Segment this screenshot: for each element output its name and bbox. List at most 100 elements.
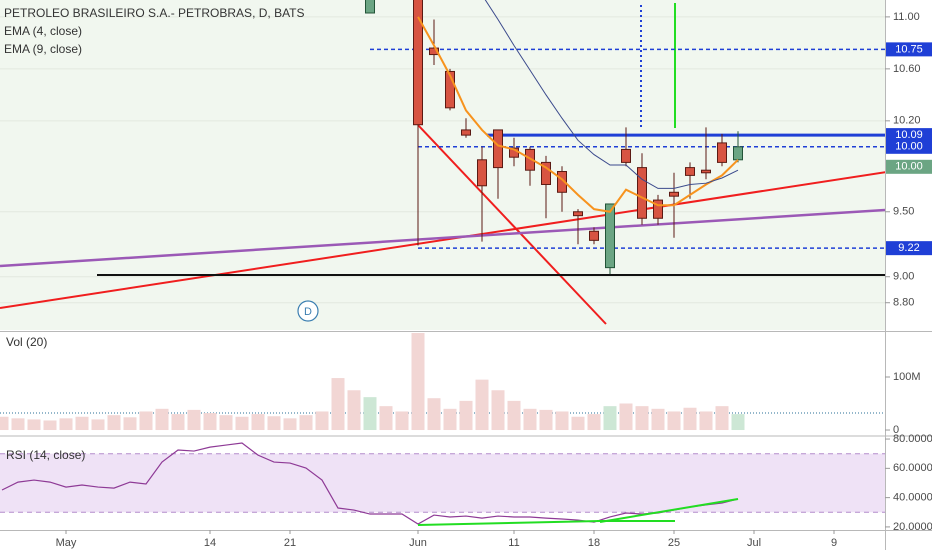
level-label: 9.22 [898,242,919,254]
candle-body [653,199,663,219]
level-label-box [886,42,932,57]
volume-bar [683,407,697,431]
volume-bar [43,420,57,431]
y-tick-label: 9.00 [893,271,914,283]
axes: 8.809.009.5010.2010.6011.0010.7510.0910.… [56,11,932,549]
volume-bar [59,418,73,431]
volume-bar [203,413,217,431]
pane-title: Vol (20) [6,335,47,349]
candle-body [477,159,487,187]
candle-body [605,203,615,269]
x-tick-label: 14 [204,537,216,549]
volume-bar [347,390,361,431]
volume-bar [587,414,601,431]
volume-bar [251,414,265,431]
event-marker[interactable] [297,300,319,322]
candle-body [445,70,455,109]
volume-bar [491,390,505,431]
pane-title: RSI (14, close) [6,448,85,462]
x-tick-label: 18 [588,537,600,549]
volume-bar [651,408,665,431]
candle-body [541,161,551,185]
volume-bar [11,418,25,431]
x-tick-label: 11 [508,537,519,549]
volume-bar [283,418,297,431]
volume-pane [0,333,885,431]
level-label: 10.09 [895,129,923,141]
volume-bar [0,416,9,431]
candle-body [493,129,503,169]
volume-bar [411,333,425,431]
volume-bar [619,403,633,431]
candle-body [413,0,423,126]
volume-bar [299,415,313,431]
y-tick-label: 10.20 [893,115,921,127]
trend-line [599,498,739,523]
volume-bar [75,416,89,431]
trend-line [417,520,601,526]
y-tick-label: 8.80 [893,297,914,309]
volume-bar [235,416,249,431]
legend-entry: EMA (4, close) [4,24,82,38]
volume-bar [315,411,329,431]
volume-bar [219,415,233,431]
y-tick-label: 10.60 [893,63,921,75]
volume-bar [507,400,521,431]
candle-body [573,211,583,217]
candle-body [717,142,727,163]
event-marker-label[interactable]: D [304,306,312,318]
rsi-pane [0,442,885,525]
volume-bar [699,411,713,431]
volume-bar [603,406,617,431]
volume-bar [459,400,473,431]
volume-bar [539,409,553,431]
volume-bar [475,379,489,431]
candle-body [429,47,439,56]
volume-bar [155,408,169,431]
volume-bar [667,411,681,431]
candle-body [669,191,679,197]
x-tick-label: 25 [668,537,680,549]
x-tick-label: Jul [747,537,761,549]
y-tick-label: 60.0000 [893,462,932,474]
level-label: 10.00 [895,141,923,153]
y-tick-label: 80.0000 [893,433,932,445]
candle-body [637,167,647,219]
ema-line [417,16,739,213]
candle-body [365,0,375,14]
x-tick-label: May [56,537,77,549]
volume-bar [187,409,201,431]
y-tick-label: 11.00 [893,11,920,23]
volume-bar [443,408,457,431]
y-tick-label: 9.50 [893,206,914,218]
volume-bar [27,419,41,431]
chart-title: PETROLEO BRASILEIRO S.A.- PETROBRAS, D, … [4,6,305,20]
candle-body [733,146,743,161]
candle-body [525,148,535,171]
volume-bar [139,411,153,431]
candle-body [589,230,599,241]
ema-line [484,0,739,189]
y-tick-label: 20.0000 [893,521,932,533]
volume-bar [555,411,569,431]
volume-bar [395,411,409,431]
volume-bar [171,414,185,431]
level-label: 10.75 [895,43,923,55]
price-pane [0,0,885,325]
rsi-drawings [417,498,739,526]
candle-body [621,148,631,163]
candle-body [685,167,695,176]
volume-bar [379,406,393,431]
x-tick-label: Jun [409,537,427,549]
candle-body [557,170,567,193]
rsi-band [0,453,885,513]
x-tick-label: 21 [284,537,296,549]
trend-line [0,208,885,268]
last-price-label: 10.00 [895,161,923,173]
volume-bar [731,414,745,431]
candle-body [701,169,711,174]
last-price-box [886,159,932,174]
volume-bar [715,406,729,431]
trend-line [417,124,607,325]
volume-bar [635,406,649,431]
